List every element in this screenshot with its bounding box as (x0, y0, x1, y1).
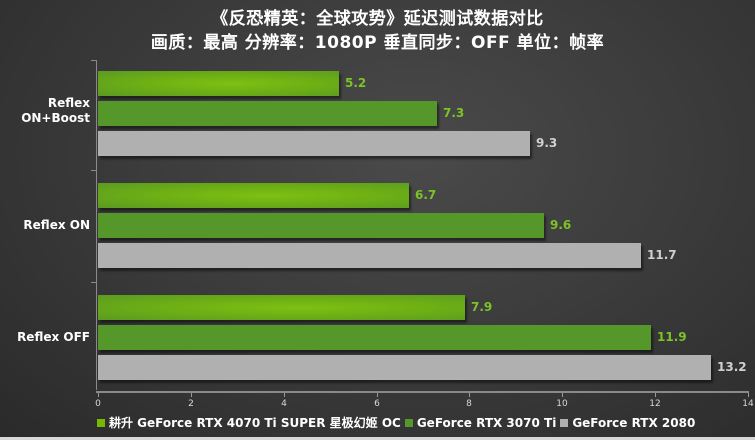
x-axis-tick-label: 6 (374, 399, 380, 409)
legend-item-rtx2080[interactable]: GeForce RTX 2080 (560, 416, 695, 430)
x-axis-tick (469, 393, 470, 397)
legend-swatch-icon (404, 418, 413, 427)
bar-series2-cat0[interactable] (98, 131, 530, 156)
bottom-border (0, 437, 755, 440)
category-label-reflex-on-boost: Reflex ON+Boost (21, 96, 90, 125)
bar-series0-cat1[interactable] (98, 183, 409, 208)
y-axis-line (96, 60, 97, 390)
x-axis-tick-label: 2 (188, 399, 194, 409)
x-axis-tick (748, 393, 749, 397)
x-axis-tick (284, 393, 285, 397)
legend-swatch-icon (97, 418, 105, 427)
x-axis-tick-label: 14 (742, 399, 754, 409)
value-label: 9.6 (550, 218, 572, 232)
bar-series1-cat1[interactable] (98, 213, 544, 238)
legend-item-rtx4070tisuper[interactable]: 耕升 GeForce RTX 4070 Ti SUPER 星极幻姬 OC (97, 414, 401, 431)
y-axis-tick (91, 170, 96, 171)
bar-series0-cat2[interactable] (98, 295, 465, 320)
legend: 耕升 GeForce RTX 4070 Ti SUPER 星极幻姬 OC GeF… (97, 414, 699, 431)
category-label-reflex-on: Reflex ON (23, 218, 90, 232)
x-axis-line (96, 391, 749, 393)
chart-title: 《反恐精英：全球攻势》延迟测试数据对比 (211, 9, 544, 29)
legend-item-rtx3070ti[interactable]: GeForce RTX 3070 Ti (404, 415, 557, 430)
y-axis-tick (91, 282, 96, 283)
value-label: 6.7 (415, 188, 437, 202)
legend-swatch-icon (560, 418, 569, 427)
chart-subtitle: 画质：最高 分辨率：1080P 垂直同步：OFF 单位：帧率 (150, 33, 605, 53)
value-label: 13.2 (717, 360, 747, 374)
y-axis-tick (91, 60, 96, 61)
bar-series2-cat2[interactable] (98, 355, 711, 380)
bar-series1-cat0[interactable] (98, 101, 437, 126)
legend-label: GeForce RTX 2080 (572, 415, 696, 430)
x-axis-tick (98, 393, 99, 397)
x-axis-tick (191, 393, 192, 397)
legend-label: GeForce RTX 3070 Ti (416, 415, 557, 430)
value-label: 5.2 (345, 76, 367, 90)
x-axis-tick-label: 8 (466, 399, 472, 409)
x-axis-tick-label: 10 (556, 399, 568, 409)
category-label-reflex-off: Reflex OFF (17, 330, 90, 344)
x-axis-tick-label: 12 (649, 399, 661, 409)
x-axis-tick (377, 393, 378, 397)
legend-label: 耕升 GeForce RTX 4070 Ti SUPER 星极幻姬 OC (109, 416, 401, 430)
x-axis-tick-label: 4 (281, 399, 287, 409)
bar-series1-cat2[interactable] (98, 325, 651, 350)
x-axis-tick-label: 0 (95, 399, 101, 409)
x-axis-tick (562, 393, 563, 397)
value-label: 11.9 (657, 330, 687, 344)
value-label: 11.7 (647, 248, 677, 262)
value-label: 7.9 (471, 300, 493, 314)
value-label: 9.3 (536, 136, 558, 150)
x-axis-tick (655, 393, 656, 397)
value-label: 7.3 (443, 106, 465, 120)
bar-series2-cat1[interactable] (98, 243, 641, 268)
bar-series0-cat0[interactable] (98, 71, 339, 96)
